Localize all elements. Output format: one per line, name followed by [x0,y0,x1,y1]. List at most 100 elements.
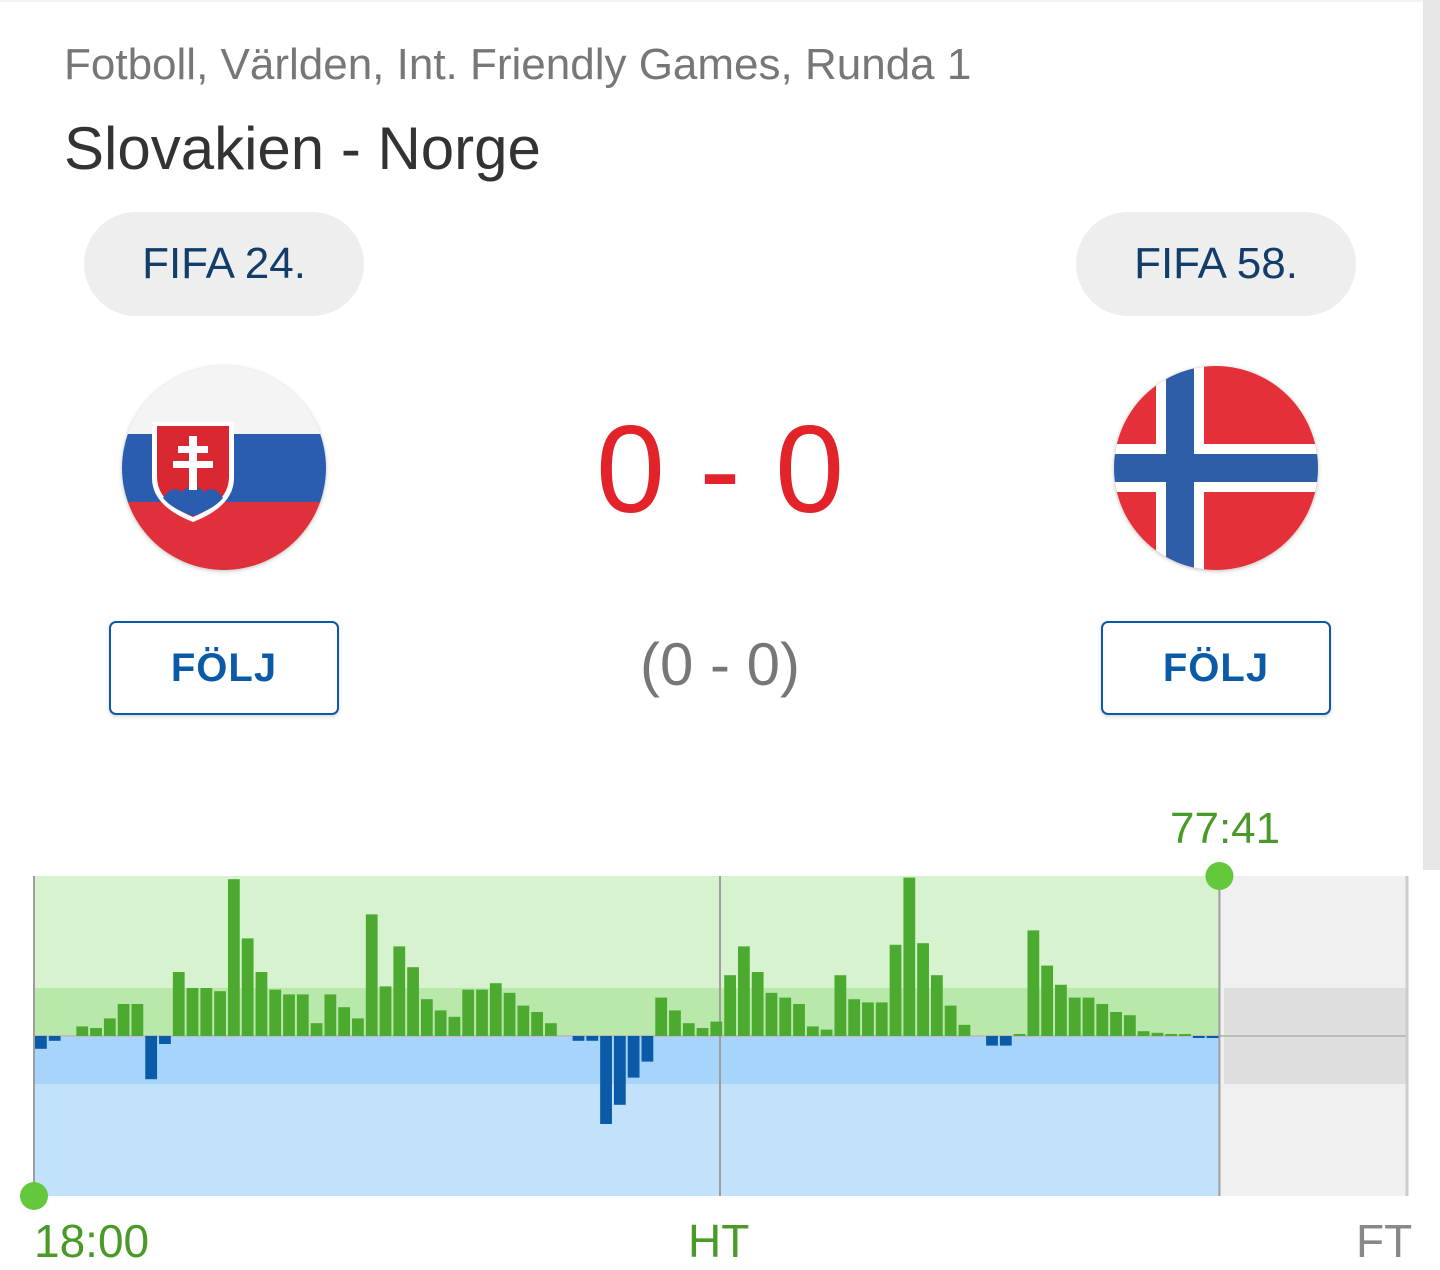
home-momentum-bar [1192,1036,1205,1038]
away-momentum-bar [200,988,213,1036]
away-momentum-bar [172,972,185,1036]
away-momentum-bar [751,972,764,1036]
away-momentum-bar [820,1029,833,1036]
away-momentum-bar [310,1023,323,1036]
away-momentum-bar [227,879,240,1036]
away-momentum-bar [117,1004,130,1036]
away-momentum-bar [1082,997,1095,1036]
timeline-start-label: 18:00 [34,1215,150,1267]
norway-flag-icon[interactable] [1114,366,1318,570]
away-momentum-bar [793,1004,805,1036]
away-momentum-bar [875,1002,888,1036]
away-momentum-bar [379,986,392,1036]
away-momentum-bar [255,972,268,1036]
home-momentum-bar [586,1036,599,1041]
away-momentum-bar [476,989,488,1036]
away-momentum-bar [393,946,406,1036]
away-momentum-bar [944,1005,957,1036]
away-momentum-bar [1110,1012,1122,1036]
home-momentum-bar [35,1036,47,1049]
home-momentum-bar [627,1036,640,1078]
away-momentum-bar [448,1016,461,1036]
away-momentum-bar [338,1007,351,1036]
away-momentum-bar [1137,1031,1150,1036]
home-momentum-bar [986,1036,998,1046]
away-momentum-bar [1068,997,1081,1036]
scrollbar[interactable] [1423,0,1440,870]
away-momentum-bar [103,1018,116,1036]
current-time-marker[interactable] [1205,862,1234,890]
away-momentum-bar [1179,1034,1191,1036]
breadcrumb[interactable]: Fotboll, Världen, Int. Friendly Games, R… [64,40,972,89]
away-momentum-bar [1096,1004,1109,1036]
home-fifa-rank-badge: FIFA 24. [84,212,364,316]
slovakia-flag-icon[interactable] [122,366,326,570]
away-momentum-bar [1055,984,1067,1036]
momentum-timeline[interactable] [0,860,1440,1220]
away-momentum-bar [531,1012,544,1036]
match-title: Slovakien - Norge [64,115,541,182]
home-momentum-bar [641,1036,654,1062]
away-momentum-bar [1041,965,1054,1036]
away-momentum-bar [903,877,916,1036]
start-marker [20,1182,48,1210]
away-momentum-bar [352,1018,364,1036]
away-momentum-bar [862,1002,874,1036]
away-momentum-bar [655,997,668,1036]
away-momentum-bar [1027,930,1040,1036]
away-momentum-bar [489,983,502,1036]
top-divider [0,0,1423,2]
away-momentum-bar [737,946,750,1036]
away-momentum-bar [1165,1034,1178,1036]
away-momentum-bar [958,1024,971,1036]
away-momentum-bar [76,1026,89,1036]
away-momentum-bar [269,989,282,1036]
home-momentum-bar [159,1036,171,1044]
away-momentum-bar [503,992,516,1036]
away-momentum-bar [696,1028,709,1036]
timeline-fulltime-label: FT [1356,1215,1413,1267]
away-momentum-bar [765,992,778,1036]
momentum-bars [35,877,1219,1124]
away-momentum-bar [930,975,943,1036]
away-momentum-bar [420,999,433,1036]
away-momentum-bar [682,1023,695,1036]
home-momentum-bar [145,1036,158,1080]
away-momentum-bar [889,944,902,1036]
away-momentum-bar [710,1021,723,1036]
follow-away-button[interactable]: FÖLJ [1101,621,1331,715]
away-momentum-bar [779,997,792,1036]
away-momentum-bar [545,1023,557,1036]
away-momentum-bar [434,1010,447,1036]
halftime-score: (0 - 0) [639,631,801,698]
away-momentum-bar [241,938,254,1036]
home-momentum-bar [999,1036,1012,1046]
away-momentum-bar [407,967,419,1036]
away-momentum-bar [669,1010,681,1036]
away-momentum-bar [806,1026,819,1036]
away-momentum-bar [834,975,847,1036]
home-momentum-bar [572,1036,585,1041]
home-momentum-bar [613,1036,626,1105]
away-momentum-bar [296,994,309,1036]
follow-home-button[interactable]: FÖLJ [109,621,339,715]
away-momentum-bar [517,1005,530,1036]
home-momentum-bar [48,1036,61,1041]
away-momentum-bar [1151,1032,1164,1036]
away-momentum-bar [848,999,861,1036]
away-momentum-bar [365,914,378,1036]
away-momentum-bar [131,1004,144,1036]
away-momentum-bar [90,1028,102,1036]
main-score: 0 - 0 [595,401,845,539]
current-match-time: 77:41 [1170,804,1281,853]
away-momentum-bar [462,989,475,1036]
away-momentum-bar [917,943,929,1036]
away-momentum-bar [283,994,295,1036]
home-momentum-bar [1206,1036,1219,1038]
away-momentum-bar [1013,1034,1026,1036]
away-momentum-bar [1123,1015,1136,1036]
home-momentum-bar [600,1036,612,1124]
away-momentum-bar [186,988,199,1036]
away-momentum-bar [214,991,226,1036]
timeline-halftime-label: HT [688,1215,750,1267]
